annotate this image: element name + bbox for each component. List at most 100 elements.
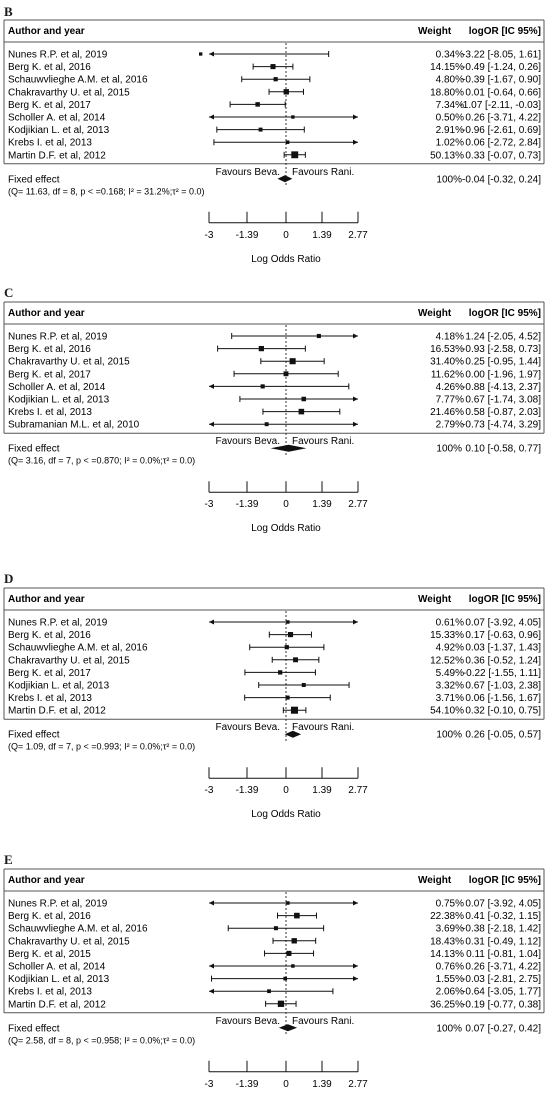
estimate-square bbox=[285, 695, 290, 700]
estimate-square bbox=[291, 151, 299, 159]
pooled-diamond bbox=[278, 1024, 298, 1032]
pooled-weight: 100% bbox=[436, 1023, 462, 1034]
study-estimate: 1.24 [-2.05, 4.52] bbox=[465, 332, 541, 343]
x-tick-label: 2.77 bbox=[348, 785, 368, 796]
pooled-weight: 100% bbox=[436, 174, 462, 185]
study-estimate: 0.00 [-1.96, 1.97] bbox=[465, 369, 541, 380]
study-weight: 15.33% bbox=[430, 630, 464, 641]
header-study: Author and year bbox=[8, 26, 85, 37]
x-tick-label: -3 bbox=[205, 230, 214, 241]
study-weight: 12.52% bbox=[430, 655, 464, 666]
ci-arrow-right bbox=[353, 963, 358, 969]
estimate-square bbox=[283, 89, 289, 95]
ci-arrow-right bbox=[353, 900, 358, 906]
study-estimate: 0.26 [-3.71, 4.22] bbox=[465, 962, 541, 973]
study-estimate: 0.07 [-3.92, 4.05] bbox=[465, 899, 541, 910]
study-label: Schauwvlieghe A.M. et al, 2016 bbox=[8, 643, 148, 654]
pooled-weight: 100% bbox=[436, 730, 462, 741]
study-weight: 11.62% bbox=[431, 369, 464, 380]
pooled-diamond bbox=[284, 730, 302, 738]
x-tick-label: -3 bbox=[205, 785, 214, 796]
ci-arrow-right bbox=[353, 114, 358, 120]
study-weight: 2.06% bbox=[436, 987, 464, 998]
forest-plot-e: Author and year Weight logOR [IC 95%] Nunes… bbox=[3, 868, 546, 1099]
ci-arrow-left bbox=[209, 383, 214, 389]
estimate-square bbox=[277, 1000, 285, 1007]
study-weight: 2.79% bbox=[436, 420, 464, 431]
pooled-estimate: 0.10 [-0.58, 0.77] bbox=[465, 444, 541, 455]
favours-right-label: Favours Rani. bbox=[292, 1016, 354, 1027]
header-study: Author and year bbox=[8, 594, 85, 605]
study-estimate: 0.31 [-0.49, 1.12] bbox=[465, 936, 541, 947]
favours-right-label: Favours Rani. bbox=[292, 722, 354, 733]
study-label: Nunes R.P. et al, 2019 bbox=[8, 618, 108, 629]
study-label: Berg K. et al, 2015 bbox=[8, 949, 91, 960]
study-weight: 5.49% bbox=[436, 668, 464, 679]
ci-arrow-left bbox=[209, 51, 214, 57]
study-label: Krebs I. et al, 2013 bbox=[8, 987, 92, 998]
x-tick-label: 0 bbox=[283, 1079, 289, 1090]
x-tick-label: -3 bbox=[205, 499, 214, 510]
study-label: Berg K. et al, 2016 bbox=[8, 62, 91, 73]
study-weight: 36.25% bbox=[430, 999, 464, 1010]
study-weight: 4.18% bbox=[436, 332, 464, 343]
x-tick-label: 0 bbox=[283, 230, 289, 241]
study-weight: 21.46% bbox=[430, 407, 464, 418]
estimate-square bbox=[298, 408, 305, 415]
estimate-square bbox=[258, 127, 263, 132]
x-tick-label: 1.39 bbox=[312, 1079, 332, 1090]
estimate-square bbox=[199, 52, 203, 56]
estimate-square bbox=[267, 989, 271, 994]
study-estimate: -3.22 [-8.05, 1.61] bbox=[462, 50, 541, 61]
header-weight: Weight bbox=[418, 308, 452, 319]
study-estimate: -0.88 [-4.13, 2.37] bbox=[462, 382, 541, 393]
study-estimate: -0.22 [-1.55, 1.11] bbox=[463, 668, 541, 679]
estimate-square bbox=[301, 682, 306, 688]
study-weight: 2.91% bbox=[436, 125, 464, 136]
pooled-estimate: -0.04 [-0.32, 0.24] bbox=[462, 174, 541, 185]
estimate-square bbox=[289, 358, 296, 365]
study-label: Schauwvlieghe A.M. et al, 2016 bbox=[8, 75, 148, 86]
study-label: Chakravarthy U. et al, 2015 bbox=[8, 357, 130, 368]
pooled-estimate: 0.07 [-0.27, 0.42] bbox=[465, 1023, 541, 1034]
study-weight: 4.80% bbox=[436, 75, 464, 86]
ci-arrow-left bbox=[209, 963, 214, 969]
study-estimate: 0.41 [-0.32, 1.15] bbox=[465, 911, 541, 922]
header-effect: logOR [IC 95%] bbox=[469, 875, 541, 886]
study-weight: 14.15% bbox=[430, 62, 464, 73]
estimate-square bbox=[264, 422, 269, 427]
ci-arrow-left bbox=[209, 988, 214, 994]
x-tick-label: -1.39 bbox=[236, 499, 259, 510]
favours-left-label: Favours Beva. bbox=[216, 1016, 280, 1027]
header-effect: logOR [IC 95%] bbox=[469, 26, 541, 37]
study-label: Kodjikian L. et al, 2013 bbox=[8, 681, 110, 692]
study-label: Krebs I. et al, 2013 bbox=[8, 407, 92, 418]
study-estimate: -0.73 [-4.74, 3.29] bbox=[462, 420, 541, 431]
study-label: Berg K. et al, 2016 bbox=[8, 911, 91, 922]
panel-letter-d: D bbox=[4, 571, 14, 586]
heterogeneity-stats: (Q= 2.58, df = 8, p < =0.958; I² = 0.0%;… bbox=[8, 1035, 195, 1045]
pooled-estimate: 0.26 [-0.05, 0.57] bbox=[465, 730, 541, 741]
pooled-diamond bbox=[270, 444, 307, 452]
x-axis-label: Log Odds Ratio bbox=[251, 809, 321, 820]
study-estimate: -0.49 [-1.24, 0.26] bbox=[462, 62, 541, 73]
study-label: Martin D.F. et al, 2012 bbox=[8, 150, 106, 161]
header-weight: Weight bbox=[418, 26, 452, 37]
study-weight: 3.32% bbox=[436, 681, 464, 692]
estimate-square bbox=[270, 64, 276, 70]
study-label: Nunes R.P. et al, 2019 bbox=[8, 332, 108, 343]
study-estimate: 0.06 [-1.56, 1.67] bbox=[465, 693, 541, 704]
favours-left-label: Favours Beva. bbox=[216, 436, 280, 447]
forest-svg-e: Author and year Weight logOR [IC 95%] Nunes… bbox=[3, 868, 545, 1090]
study-estimate: -0.93 [-2.58, 0.73] bbox=[462, 344, 541, 355]
study-estimate: 0.33 [-0.07, 0.73] bbox=[465, 150, 541, 161]
estimate-square bbox=[283, 371, 289, 377]
x-tick-label: -3 bbox=[205, 1079, 214, 1090]
x-tick-label: 2.77 bbox=[348, 1079, 368, 1090]
study-weight: 16.53% bbox=[430, 344, 464, 355]
ci-arrow-right bbox=[353, 421, 358, 427]
study-estimate: 0.25 [-0.95, 1.44] bbox=[465, 357, 541, 368]
study-label: Nunes R.P. et al, 2019 bbox=[8, 50, 108, 61]
study-estimate: -1.07 [-2.11, -0.03] bbox=[459, 100, 541, 111]
study-label: Martin D.F. et al, 2012 bbox=[8, 999, 106, 1010]
